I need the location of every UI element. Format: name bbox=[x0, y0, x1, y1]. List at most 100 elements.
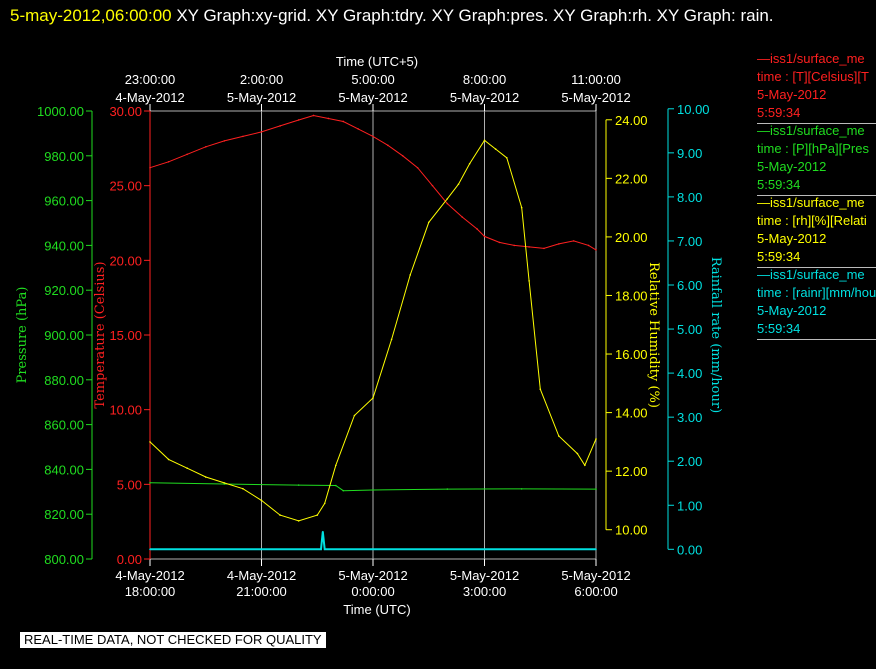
rh-point bbox=[584, 464, 586, 467]
rh-point bbox=[468, 162, 471, 165]
quality-note: REAL-TIME DATA, NOT CHECKED FOR QUALITY bbox=[20, 632, 326, 648]
rh-axis-label: Relative Humidity (%) bbox=[646, 262, 661, 408]
legend-date: 5-May-2012 bbox=[757, 159, 827, 174]
temperature-point bbox=[149, 166, 151, 169]
temperature-point bbox=[342, 120, 345, 123]
pressure-point bbox=[297, 484, 300, 486]
temperature-point bbox=[387, 144, 389, 147]
rh-point bbox=[576, 452, 579, 455]
rh-point bbox=[528, 280, 530, 282]
pressure-point bbox=[149, 482, 151, 484]
rh-point bbox=[223, 482, 226, 484]
rain-point bbox=[149, 548, 151, 551]
x-tick-label-top-date: 5-May-2012 bbox=[561, 90, 630, 105]
legend-text: time : [T][Celsius][T bbox=[757, 69, 869, 84]
x-tick-label-top-date: 4-May-2012 bbox=[115, 90, 184, 105]
pressure-tick-label: 1000.00 bbox=[37, 104, 84, 119]
rh-tick-label: 16.00 bbox=[615, 347, 648, 362]
temperature-series-line bbox=[149, 114, 597, 251]
pressure-point bbox=[372, 489, 374, 491]
rain-tick-label: 1.00 bbox=[677, 498, 702, 513]
temperature-point bbox=[297, 119, 300, 121]
rain-tick-label: 5.00 bbox=[677, 322, 702, 337]
temperature-point bbox=[223, 140, 226, 142]
temperature-point bbox=[186, 153, 188, 156]
rh-tick-label: 22.00 bbox=[615, 171, 648, 186]
rh-point bbox=[167, 458, 170, 461]
rh-point bbox=[457, 183, 460, 186]
pressure-tick-label: 940.00 bbox=[44, 238, 84, 253]
x-tick-label-bottom-date: 4-May-2012 bbox=[227, 568, 296, 583]
rain-tick-label: 2.00 bbox=[677, 454, 702, 469]
rain-tick-label: 8.00 bbox=[677, 190, 702, 205]
rh-point bbox=[372, 397, 374, 399]
temperature-point bbox=[242, 135, 244, 138]
rh-point bbox=[297, 520, 300, 522]
rh-point bbox=[494, 148, 497, 150]
rh-point bbox=[427, 221, 430, 224]
x2-axis-label: Time (UTC+5) bbox=[336, 54, 418, 69]
rain-tick-label: 3.00 bbox=[677, 410, 702, 425]
x-tick-label-top-date: 5-May-2012 bbox=[338, 90, 407, 105]
rain-tick-label: 9.00 bbox=[677, 146, 702, 161]
rh-point bbox=[446, 198, 449, 200]
rh-tick-label: 14.00 bbox=[615, 406, 648, 421]
x-tick-label-bottom-date: 4-May-2012 bbox=[115, 568, 184, 583]
rh-tick-label: 18.00 bbox=[615, 288, 648, 303]
legend-entry: —iss1/surface_me time : [T][Celsius][T 5-M… bbox=[757, 50, 876, 124]
legend-time: 5:59:34 bbox=[757, 320, 876, 340]
rain-tick-label: 7.00 bbox=[677, 234, 702, 249]
temperature-point bbox=[416, 166, 419, 169]
x-tick-label-bottom-time: 21:00:00 bbox=[236, 584, 287, 599]
temperature-point bbox=[446, 202, 449, 205]
rh-point bbox=[242, 487, 244, 490]
rh-tick-label: 20.00 bbox=[615, 230, 648, 245]
x-tick-label-bottom-date: 5-May-2012 bbox=[338, 568, 407, 583]
temperature-tick-label: 30.00 bbox=[109, 104, 142, 119]
legend-line: —iss1/surface_me bbox=[757, 195, 865, 210]
temperature-point bbox=[461, 216, 464, 218]
x-tick-label-bottom-time: 6:00:00 bbox=[574, 584, 617, 599]
rain-tick-label: 4.00 bbox=[677, 366, 702, 381]
pressure-tick-label: 880.00 bbox=[44, 373, 84, 388]
x-tick-label-top-time: 11:00:00 bbox=[571, 72, 621, 87]
rh-tick-label: 12.00 bbox=[615, 464, 648, 479]
rain-point bbox=[595, 548, 597, 551]
timestamp: 5-may-2012,06:00:00 bbox=[10, 6, 172, 25]
temperature-point bbox=[543, 247, 545, 250]
rh-series-line bbox=[149, 139, 597, 522]
temperature-point bbox=[260, 131, 263, 133]
legend-time: 5:59:34 bbox=[757, 248, 876, 268]
rain-tick-label: 0.00 bbox=[677, 542, 702, 557]
pressure-point bbox=[520, 488, 523, 490]
pressure-tick-label: 980.00 bbox=[44, 149, 84, 164]
temperature-tick-label: 10.00 bbox=[109, 403, 142, 418]
rh-point bbox=[323, 502, 326, 505]
rh-point bbox=[483, 139, 486, 142]
temperature-point bbox=[279, 125, 281, 127]
rh-point bbox=[595, 438, 597, 440]
legend-line: —iss1/surface_me bbox=[757, 267, 865, 282]
pressure-tick-label: 960.00 bbox=[44, 194, 84, 209]
x-tick-label-bottom-time: 0:00:00 bbox=[351, 584, 394, 599]
rain-point bbox=[322, 530, 324, 533]
rh-point bbox=[260, 499, 263, 502]
legend-time: 5:59:34 bbox=[757, 104, 876, 124]
temperature-point bbox=[312, 114, 315, 117]
x-tick-label-bottom-date: 5-May-2012 bbox=[450, 568, 519, 583]
pressure-tick-label: 900.00 bbox=[44, 328, 84, 343]
x-tick-label-top-time: 23:00:00 bbox=[125, 72, 176, 87]
rh-point bbox=[409, 274, 411, 276]
x-tick-label-top-time: 5:00:00 bbox=[351, 72, 394, 87]
legend-entry: —iss1/surface_me time : [rh][%][Relati 5-M… bbox=[757, 194, 876, 268]
temperature-point bbox=[167, 160, 170, 163]
temperature-point bbox=[528, 246, 530, 248]
rh-point bbox=[520, 206, 523, 209]
temperature-axis-label: Temperature (Celsius) bbox=[93, 261, 108, 408]
temperature-point bbox=[595, 249, 597, 251]
legend-text: time : [rainr][mm/hou bbox=[757, 285, 876, 300]
temperature-point bbox=[357, 128, 359, 130]
temperature-point bbox=[558, 243, 560, 245]
temperature-point bbox=[372, 135, 374, 138]
